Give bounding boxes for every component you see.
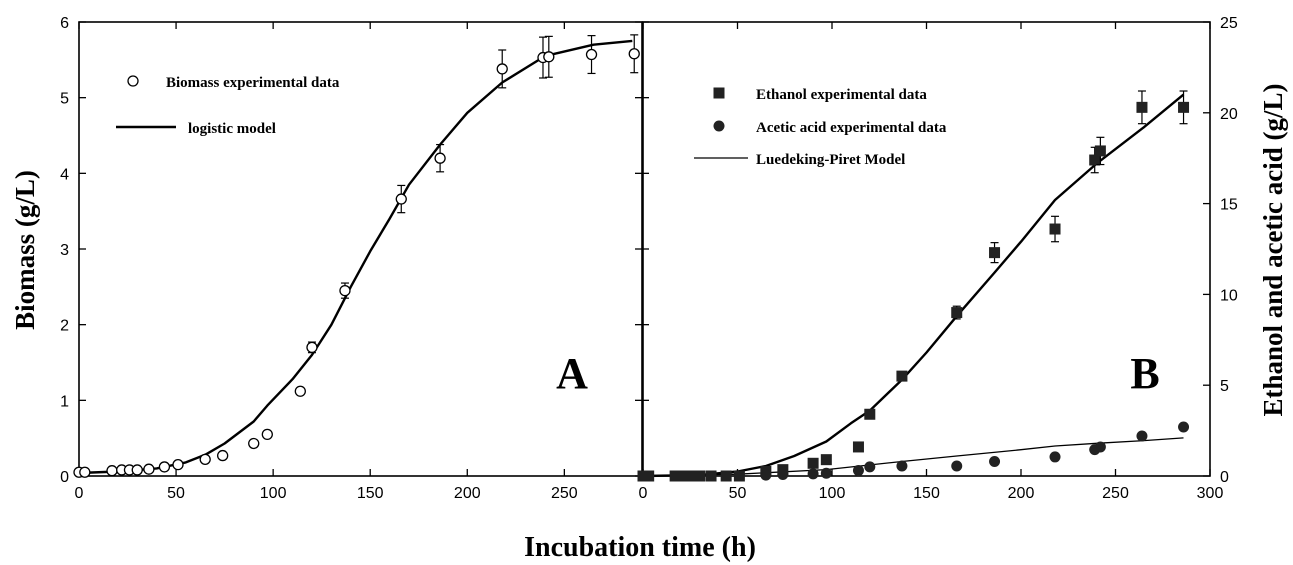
ethanol-point [1089, 154, 1101, 166]
panel-b-y-tick-label: 10 [1220, 287, 1238, 304]
panel-a-y-tick-label: 3 [60, 242, 69, 259]
panel-a-y-tick-label: 1 [60, 393, 69, 410]
biomass-point [199, 453, 211, 466]
model-curves [78, 39, 1185, 478]
biomass-point [172, 458, 184, 471]
ethanol-point [733, 470, 745, 482]
ethanol-point [643, 470, 655, 482]
biomass-point [339, 284, 351, 297]
acetic-acid-point [807, 468, 819, 480]
biomass-point [585, 48, 598, 61]
panel-b-x-tick-label: 150 [913, 485, 940, 502]
ethanol-point [1136, 101, 1148, 113]
ethanol-point [864, 408, 876, 420]
ethanol-point [807, 457, 819, 469]
panel-a-x-tick-label: 150 [357, 485, 384, 502]
y-axis-right-title: Ethanol and acetic acid (g/L) [1258, 83, 1288, 416]
panel-b-x-tick-label: 100 [819, 485, 846, 502]
ethanol-point [852, 441, 864, 453]
ethanol-point [951, 307, 963, 319]
biomass-point [496, 63, 508, 75]
acetic-acid-point [820, 467, 832, 479]
panel-b-x-tick-label: 0 [639, 485, 648, 502]
acetic-acid-point [1094, 441, 1106, 453]
ethanol-point [679, 470, 691, 482]
acetic-acid-point [1049, 451, 1061, 463]
biomass-point [294, 385, 306, 397]
ethanol-point [705, 470, 717, 482]
biomass-point [106, 465, 118, 477]
acetic-acid-point [896, 460, 908, 472]
biomass-point [261, 428, 273, 441]
panel-b-x-tick-label: 250 [1102, 485, 1129, 502]
biomass-point [395, 193, 407, 205]
panel-a-letter: A [556, 349, 588, 398]
panel-a-y-tick-label: 2 [60, 318, 69, 335]
ethanol-point [1049, 223, 1061, 235]
ethanol-point [1094, 145, 1106, 157]
ethanol-point [669, 470, 681, 482]
x-axis-title: Incubation time (h) [524, 532, 756, 563]
panel-a-x-tick-label: 0 [75, 485, 84, 502]
biomass-point [248, 437, 260, 450]
acetic-acid-point [1136, 430, 1148, 442]
panel-a-x-tick-label: 200 [454, 485, 481, 502]
panel-a-y-tick-label: 5 [60, 91, 69, 108]
panel-b-y-tick-label: 5 [1220, 378, 1229, 395]
panel-b-y-tick-label: 0 [1220, 469, 1229, 486]
acetic-acid-point [760, 469, 772, 481]
acetic-acid-point [1178, 421, 1190, 433]
biomass-point [131, 464, 143, 476]
y-axis-left-title: Biomass (g/L) [10, 170, 40, 330]
biomass-point [628, 48, 640, 60]
panel-a-y-tick-label: 4 [60, 166, 69, 183]
panel-a-x-tick-label: 50 [167, 485, 185, 502]
acetic-acid-point [864, 461, 876, 473]
legend-acetic-label: Acetic acid experimental data [756, 120, 947, 136]
acetic-acid-point [951, 460, 963, 472]
biomass-point [543, 51, 555, 63]
legend-biomass-marker [127, 75, 139, 87]
logistic-model-line [78, 39, 633, 475]
panel-b-y-tick-label: 20 [1220, 106, 1238, 123]
biomass-point [434, 152, 446, 164]
legend-ethanol-label: Ethanol experimental data [756, 87, 927, 103]
biomass-point [306, 341, 318, 354]
panel-a-y-tick-label: 0 [60, 469, 69, 486]
biomass-point [217, 449, 229, 462]
acetic-acid-point [852, 465, 864, 477]
legend-ethanol-marker [713, 87, 725, 99]
ethanol-point [686, 470, 698, 482]
legend-logistic-label: logistic model [188, 121, 276, 137]
panel-a-x-tick-label: 250 [551, 485, 578, 502]
panel-b-y-tick-label: 15 [1220, 197, 1238, 214]
acetic-acid-point [777, 469, 789, 481]
ethanol-point [989, 247, 1001, 259]
ethanol-point [896, 370, 908, 382]
panel-a-frame [78, 21, 643, 477]
panel-b-x-tick-label: 50 [729, 485, 747, 502]
biomass-point [143, 463, 155, 475]
legend-biomass-label: Biomass experimental data [166, 75, 340, 91]
ethanol-point [637, 470, 649, 482]
biomass-point [158, 461, 171, 473]
legends: Biomass experimental data logistic model E… [116, 75, 947, 168]
panel-b-y-tick-label: 25 [1220, 15, 1238, 32]
panel-b-letter: B [1130, 349, 1159, 398]
panel-b-x-tick-label: 200 [1008, 485, 1035, 502]
legend-acetic-marker [713, 120, 725, 132]
panel-a-x-tick-label: 100 [260, 485, 287, 502]
panel-a-y-tick-label: 6 [60, 15, 69, 32]
ethanol-point [720, 470, 732, 482]
acetic-acid-point [989, 455, 1001, 467]
biomass-point [79, 466, 91, 478]
ethanol-point [820, 454, 832, 466]
ethanol-point [1178, 101, 1190, 113]
ethanol-point [694, 470, 706, 482]
data-points [73, 34, 1190, 482]
legend-luedeking-label: Luedeking-Piret Model [756, 152, 905, 168]
panel-b-x-tick-label: 300 [1197, 485, 1224, 502]
